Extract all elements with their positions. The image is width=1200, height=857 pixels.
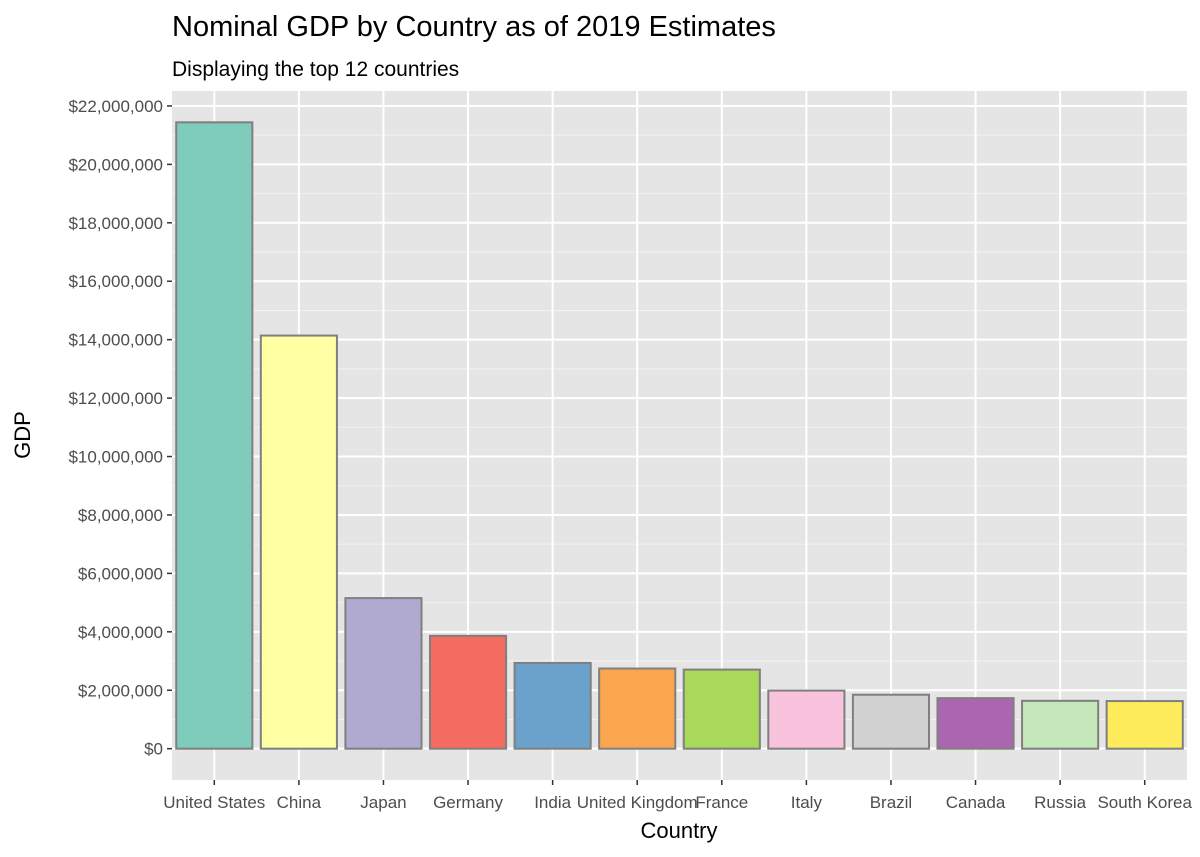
x-tick-label: France — [695, 793, 748, 812]
bar — [1021, 699, 1100, 750]
y-tick-label: $22,000,000 — [68, 97, 163, 116]
bars — [175, 121, 1184, 750]
bar — [1105, 700, 1184, 750]
bar — [598, 667, 677, 750]
x-tick-label: United Kingdom — [577, 793, 698, 812]
y-axis: $0 $2,000,000 $4,000,000 $6,000,000 $8,000,0… — [68, 97, 172, 759]
bar — [851, 693, 931, 750]
x-tick-label: China — [277, 793, 322, 812]
y-tick-label: $8,000,000 — [78, 506, 163, 525]
gridlines — [172, 91, 1187, 780]
bar — [682, 668, 761, 750]
bar — [936, 697, 1015, 750]
x-tick-label: Brazil — [870, 793, 913, 812]
x-tick-label: South Korea — [1097, 793, 1192, 812]
bar — [767, 689, 846, 750]
x-tick-label: Canada — [946, 793, 1006, 812]
y-tick-label: $4,000,000 — [78, 623, 163, 642]
bar — [175, 121, 254, 750]
x-tick-label: United States — [163, 793, 265, 812]
x-tick-label: Germany — [433, 793, 503, 812]
y-tick-label: $14,000,000 — [68, 331, 163, 350]
bar — [513, 661, 592, 750]
x-tick-label: Japan — [360, 793, 406, 812]
x-axis-title: Country — [640, 818, 717, 843]
y-tick-label: $12,000,000 — [68, 389, 163, 408]
chart-title: Nominal GDP by Country as of 2019 Estima… — [172, 11, 776, 43]
x-tick-label: Italy — [791, 793, 823, 812]
bar — [344, 597, 423, 750]
y-tick-label: $6,000,000 — [78, 564, 163, 583]
x-tick-label: India — [534, 793, 571, 812]
y-tick-label: $18,000,000 — [68, 214, 163, 233]
bar — [259, 334, 338, 750]
y-tick-label: $20,000,000 — [68, 155, 163, 174]
y-tick-label: $0 — [144, 740, 163, 759]
plot-panel — [172, 91, 1187, 780]
x-tick-label: Russia — [1034, 793, 1087, 812]
y-axis-title: GDP — [10, 411, 35, 459]
y-tick-label: $2,000,000 — [78, 681, 163, 700]
y-tick-label: $16,000,000 — [68, 272, 163, 291]
y-tick-label: $10,000,000 — [68, 448, 163, 467]
bar — [428, 634, 508, 750]
chart-subtitle: Displaying the top 12 countries — [172, 58, 459, 81]
x-axis: United States China Japan Germany India Unite… — [163, 780, 1193, 812]
